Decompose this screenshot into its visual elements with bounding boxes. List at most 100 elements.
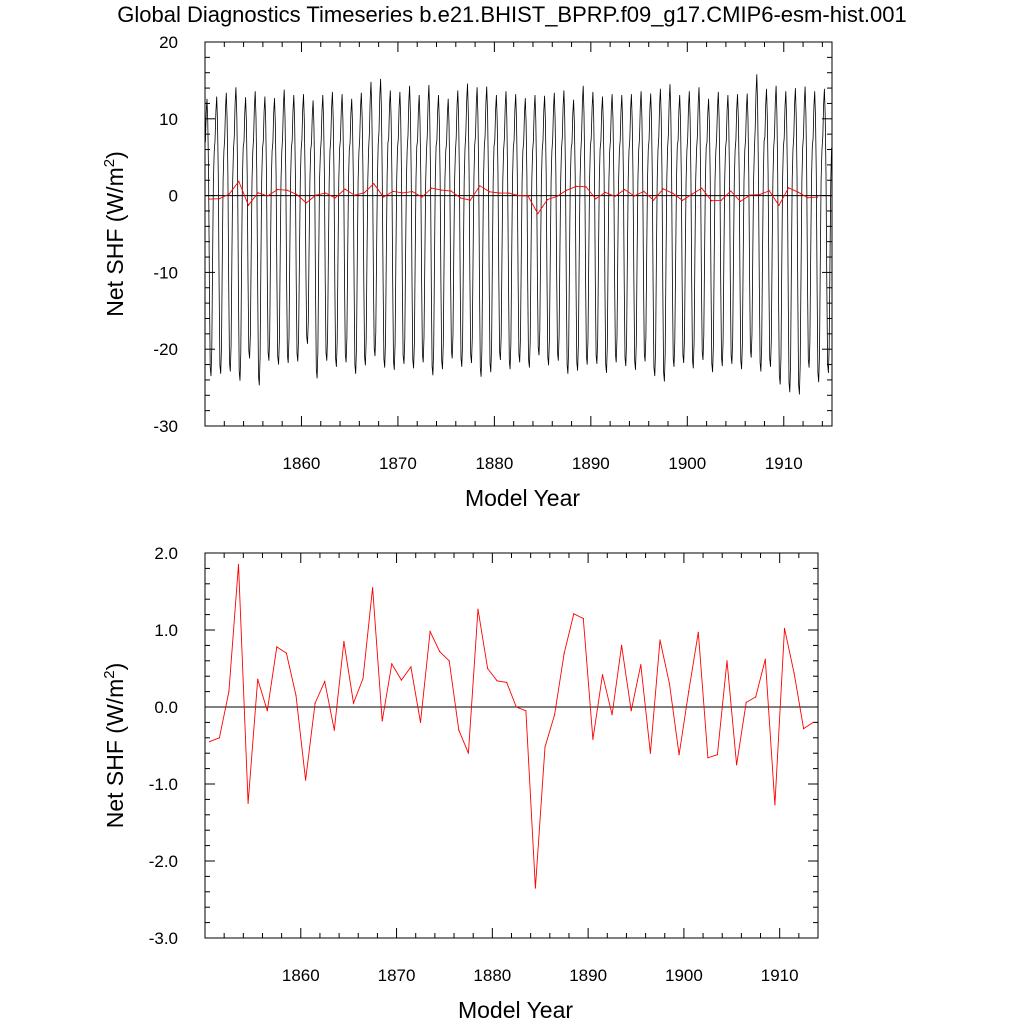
annual-data-point	[783, 627, 786, 630]
x-tick-label: 1860	[283, 454, 321, 473]
annual-data-point	[668, 683, 671, 685]
annual-data-point	[410, 666, 412, 668]
annual-data-point	[363, 192, 365, 194]
y-tick-label: 2.0	[154, 544, 178, 563]
annual-data-point	[276, 646, 278, 648]
annual-data-point	[506, 681, 508, 684]
annual-data-point	[678, 754, 680, 756]
annual-data-point	[237, 563, 240, 566]
annual-data-point	[755, 696, 757, 698]
annual-data-point	[325, 192, 327, 194]
annual-data-point	[373, 183, 375, 185]
x-axis-label: Model Year	[458, 997, 573, 1023]
annual-data-point	[544, 746, 546, 748]
annual-data-point	[697, 631, 699, 633]
annual-data-point	[659, 639, 661, 641]
annual-data-point	[633, 195, 635, 197]
annual-data-point	[266, 710, 268, 712]
annual-data-point	[440, 189, 442, 191]
annual-data-point	[295, 694, 297, 697]
annual-data-point	[643, 190, 645, 192]
y-axis-label: Net SHF (W/m2)	[101, 663, 128, 829]
annual-data-point	[595, 198, 597, 200]
plot-panel-2: 1860 1870 1880 1890 1900 1910 2.0 1.0 0.0 -1.0 -2.…	[101, 544, 819, 1023]
annual-data-point	[344, 188, 346, 190]
annual-data-point	[382, 196, 385, 198]
annual-data-point	[573, 613, 575, 615]
annual-data-point	[707, 757, 709, 759]
x-tick-label: 1880	[475, 454, 513, 473]
annual-data-point	[736, 764, 738, 766]
monthly-series-line	[205, 74, 832, 395]
annual-data-point	[411, 191, 413, 193]
annual-data-point	[582, 617, 584, 620]
annual-data-point	[487, 667, 489, 670]
annual-data-point	[534, 887, 537, 889]
annual-data-point	[429, 630, 431, 633]
annual-data-point	[774, 804, 776, 806]
annual-data-point	[247, 204, 249, 206]
annual-data-point	[652, 199, 655, 201]
annual-data-point	[489, 191, 491, 193]
annual-data-point	[546, 199, 549, 201]
annual-data-point	[803, 728, 805, 730]
x-tick-label: 1870	[378, 966, 416, 985]
annual-data-point	[479, 185, 481, 187]
plot-panel-1: 1860 1870 1880 1890 1900 1910 20 10 0 -10 -20 -30 Mo…	[101, 33, 833, 511]
x-tick-label: 1870	[379, 454, 417, 473]
annual-data-point	[720, 199, 722, 201]
annual-data-point	[324, 681, 326, 683]
plot-frame	[204, 552, 819, 939]
annual-data-point	[621, 644, 623, 647]
annual-data-point	[228, 691, 230, 693]
annual-data-point	[556, 195, 558, 197]
annual-series-line	[209, 564, 814, 889]
annual-data-point	[726, 660, 728, 662]
annual-data-point	[305, 202, 307, 204]
annual-data-point	[343, 640, 345, 643]
annual-data-point	[566, 189, 568, 191]
annual-data-point	[315, 194, 317, 196]
annual-data-point	[285, 652, 287, 654]
x-axis-label: Model Year	[465, 485, 580, 511]
annual-data-point	[601, 674, 604, 676]
x-tick-label: 1910	[765, 454, 803, 473]
annual-data-point	[296, 193, 298, 195]
annual-data-point	[450, 190, 452, 192]
annual-data-point	[439, 651, 441, 653]
y-tick-label: 1.0	[154, 621, 178, 640]
annual-data-point	[333, 729, 335, 731]
annual-data-point	[768, 190, 770, 192]
annual-data-point	[640, 664, 642, 666]
x-tick-label: 1900	[668, 454, 706, 473]
annual-data-point	[585, 186, 587, 188]
annual-data-point	[688, 691, 690, 693]
chart-title: Global Diagnostics Timeseries b.e21.BHIS…	[117, 2, 907, 27]
y-axis-label: Net SHF (W/m2)	[101, 151, 128, 317]
annual-data-point	[517, 195, 520, 197]
annual-data-point	[458, 729, 460, 731]
x-tick-label: 1900	[665, 966, 703, 985]
y-tick-label: -1.0	[149, 775, 178, 794]
y-tick-label: 0	[169, 187, 178, 206]
annual-data-point	[614, 195, 616, 197]
annual-data-point	[276, 189, 278, 191]
annual-data-point	[209, 198, 211, 200]
x-tick-label: 1890	[569, 966, 607, 985]
annual-data-point	[745, 701, 747, 704]
annual-data-point	[286, 189, 288, 191]
annual-data-point	[448, 660, 450, 662]
annual-data-point	[672, 192, 674, 194]
annual-data-point	[257, 678, 259, 680]
x-tick-label: 1860	[282, 966, 320, 985]
annual-data-point	[305, 779, 307, 781]
annual-data-point	[525, 710, 527, 712]
annual-data-point	[764, 658, 766, 660]
x-tick-label: 1890	[572, 454, 610, 473]
annual-data-point	[759, 194, 761, 196]
annual-data-point	[421, 196, 423, 198]
annual-data-point	[575, 185, 578, 187]
annual-data-point	[381, 720, 383, 722]
annual-data-point	[267, 195, 269, 197]
